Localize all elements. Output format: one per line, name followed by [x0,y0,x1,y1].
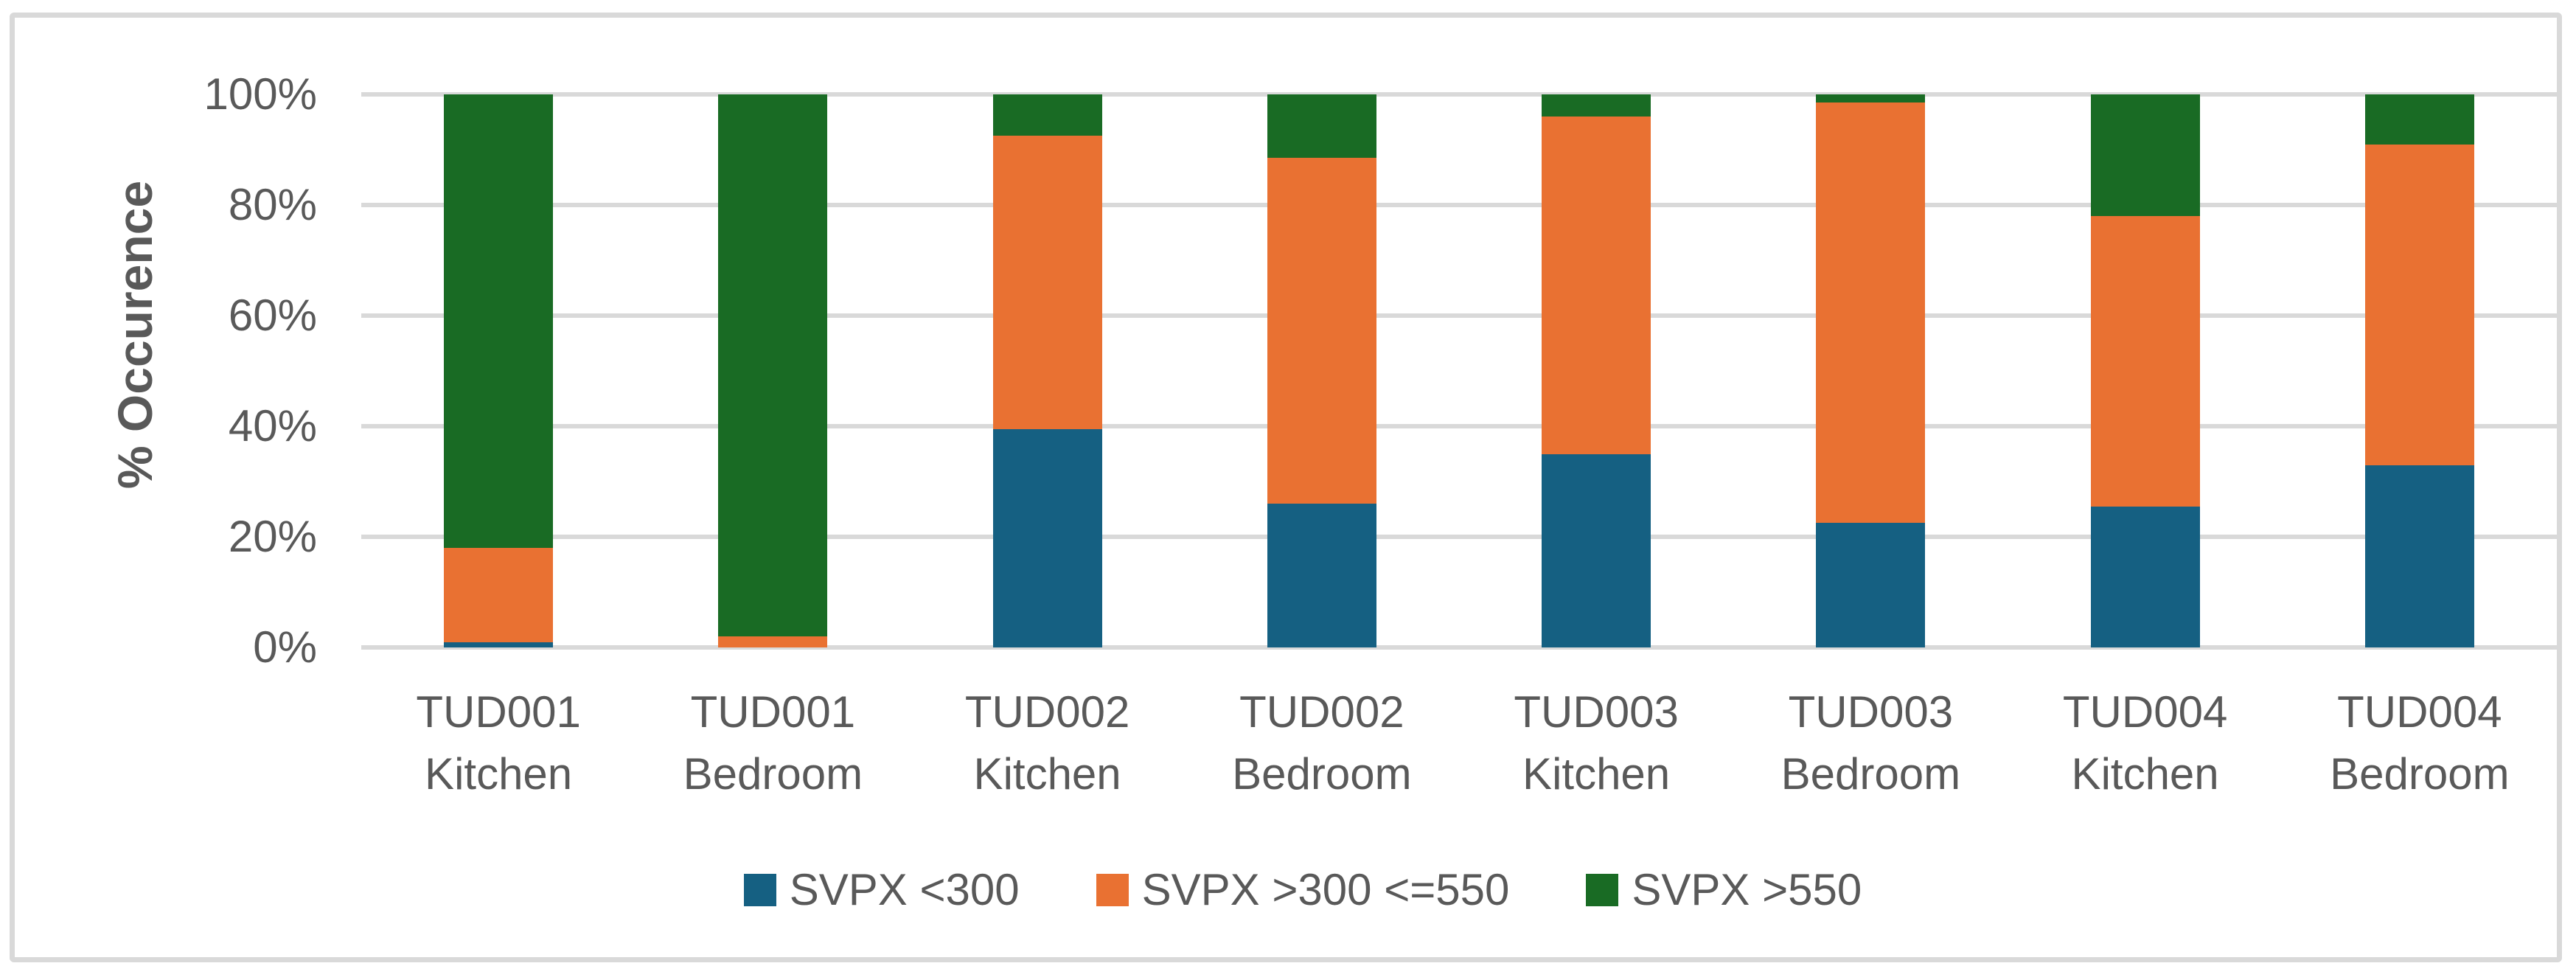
bar-slot-tud003-bedroom [1733,94,2008,647]
legend-label: SVPX >550 [1632,865,1862,914]
x-category-label: TUD002 Bedroom [1185,681,1459,805]
plot-area [361,92,2557,650]
x-category-label-line: TUD002 [1239,687,1404,737]
legend-item: SVPX >550 [1586,864,1862,915]
bar-segment [992,428,1102,647]
x-category-label-line: TUD004 [2337,687,2502,737]
bar-slot-tud004-kitchen [2008,94,2283,647]
bar-segment [444,642,554,647]
gridline-40 [361,424,2557,428]
legend-swatch-icon [1586,873,1619,906]
y-tick-label-20: 20% [228,512,317,561]
bar-stack-tud002-bedroom [1267,94,1376,647]
bar-segment [2090,506,2200,647]
bar-stack-tud001-bedroom [718,94,828,647]
legend-item: SVPX <300 [743,864,1020,915]
bar-segment [444,94,554,548]
bar-slot-tud001-bedroom [636,94,910,647]
x-category-label-line: Kitchen [425,749,573,799]
x-category-label: TUD002 Kitchen [911,681,1185,805]
bar-segment [2364,465,2474,647]
bar-segment [1267,504,1376,647]
x-category-label-line: TUD001 [690,687,856,737]
bar-slot-tud002-kitchen [911,94,1185,647]
x-category-label: TUD003 Bedroom [1733,681,2008,805]
x-category-label-line: TUD004 [2062,687,2228,737]
bar-segment [718,94,828,636]
legend-swatch-icon [743,873,776,906]
bar-segment [2364,94,2474,145]
x-category-label-line: Bedroom [1232,749,1412,799]
gridline-20 [361,535,2557,539]
x-category-label-line: TUD002 [964,687,1130,737]
y-tick-label-100: 100% [203,69,317,119]
x-category-label-line: Kitchen [1522,749,1671,799]
bar-segment [1816,523,1926,647]
x-category-label: TUD004 Kitchen [2008,681,2283,805]
y-tick-label-60: 60% [228,291,317,340]
bar-slot-tud003-kitchen [1459,94,1733,647]
bar-segment [2364,144,2474,465]
x-category-label-line: TUD001 [416,687,581,737]
x-category-label-line: Bedroom [683,749,863,799]
gridline-100 [361,92,2557,97]
bar-stack-tud001-kitchen [444,94,554,647]
bar-stack-tud004-kitchen [2090,94,2200,647]
bar-segment [1816,94,1926,103]
x-category-label: TUD001 Bedroom [636,681,910,805]
bar-slot-tud004-bedroom [2283,94,2557,647]
x-category-label: TUD001 Kitchen [361,681,636,805]
bar-segment [992,136,1102,429]
x-category-label-line: Bedroom [1780,749,1961,799]
gridline-60 [361,313,2557,318]
gridline-0 [361,645,2557,650]
gridline-80 [361,203,2557,207]
bars-layer [361,94,2557,647]
bar-stack-tud004-bedroom [2364,94,2474,647]
x-category-label: TUD003 Kitchen [1459,681,1733,805]
legend-item: SVPX >300 <=550 [1096,864,1510,915]
y-tick-label-80: 80% [228,180,317,229]
legend-label: SVPX >300 <=550 [1141,865,1510,914]
bar-segment [1542,117,1651,454]
bar-segment [1542,453,1651,647]
bar-segment [444,548,554,642]
legend: SVPX <300 SVPX >300 <=550 SVPX >550 [15,864,2576,915]
bar-segment [1267,158,1376,504]
x-category-label: TUD004 Bedroom [2283,681,2557,805]
bar-stack-tud002-kitchen [992,94,1102,647]
bar-segment [1267,94,1376,159]
x-category-label-line: Bedroom [2330,749,2510,799]
legend-label: SVPX <300 [789,865,1020,914]
x-axis-labels: TUD001 Kitchen TUD001 Bedroom TUD002 Kitchen T… [361,681,2557,805]
bar-segment [2090,94,2200,216]
x-category-label-line: TUD003 [1788,687,1954,737]
y-tick-label-0: 0% [253,622,317,672]
bar-segment [718,636,828,647]
y-tick-label-40: 40% [228,401,317,451]
bar-slot-tud002-bedroom [1185,94,1459,647]
bar-stack-tud003-kitchen [1542,94,1651,647]
bar-segment [1542,94,1651,117]
bar-segment [992,94,1102,136]
bar-segment [1816,102,1926,524]
chart-frame: % Occurence TUD001 Kitchen TUD001 Bedroom TU… [10,13,2562,962]
x-category-label-line: Kitchen [2071,749,2219,799]
x-category-label-line: TUD003 [1514,687,1679,737]
x-category-label-line: Kitchen [973,749,1121,799]
bar-slot-tud001-kitchen [361,94,636,647]
bar-segment [2090,216,2200,507]
legend-swatch-icon [1096,873,1129,906]
bar-stack-tud003-bedroom [1816,94,1926,647]
